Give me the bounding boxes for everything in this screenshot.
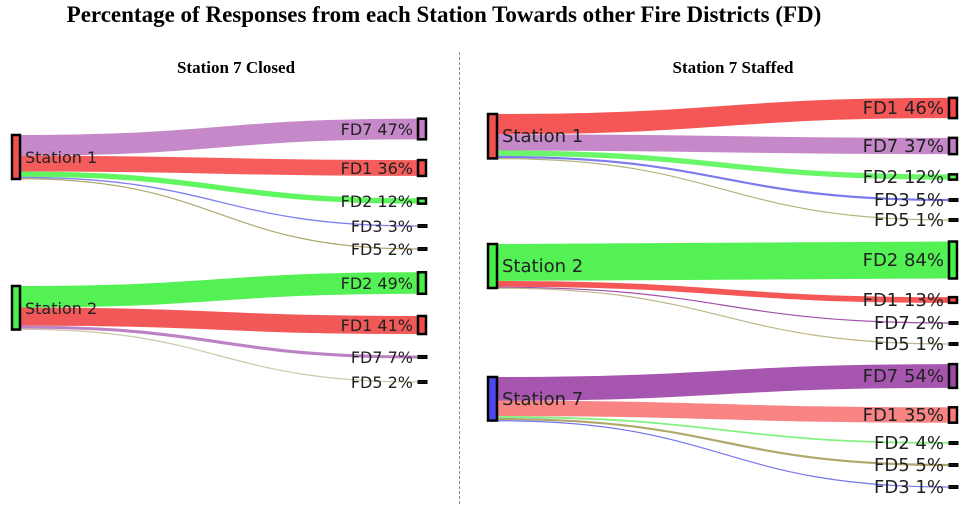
source-label-p0-station-2: Station 2 [25, 299, 97, 318]
link-p1-station-1-to-fd5 [496, 158, 950, 221]
node-label-p0-station-2-fd5: FD5 2% [351, 373, 413, 392]
node-p1-station-2-fd7 [948, 321, 959, 325]
link-p0-station-1-to-fd7 [19, 118, 419, 156]
source-label-p1-station-7: Station 7 [502, 389, 583, 410]
node-label-p1-station-7-fd5: FD5 5% [874, 455, 944, 476]
node-label-p1-station-1-fd2: FD2 12% [863, 167, 944, 188]
node-label-p1-station-7-fd2: FD2 4% [874, 433, 944, 454]
node-p1-station-1-fd3 [948, 198, 959, 202]
node-p1-station-7-fd2 [948, 441, 959, 445]
node-label-p1-station-1-fd3: FD3 5% [874, 190, 944, 211]
node-label-p1-station-2-fd1: FD1 13% [863, 290, 944, 311]
node-label-p1-station-1-fd7: FD7 37% [863, 136, 944, 157]
node-p1-station-2-fd2 [947, 240, 959, 280]
node-p0-station-1-fd3 [417, 224, 428, 228]
node-p1-station-1-fd5 [948, 218, 959, 222]
node-p0-station-1-fd1 [416, 158, 428, 178]
link-p1-station-1-to-fd3 [496, 155, 950, 202]
link-p1-station-7-to-fd7 [496, 364, 950, 401]
node-label-p1-station-1-fd5: FD5 1% [874, 210, 944, 231]
node-p1-station-1-fd7 [947, 136, 959, 156]
link-p1-station-7-to-fd2 [496, 416, 950, 444]
panel-title-closed: Station 7 Closed [176, 58, 296, 77]
source-node-p1-station-1 [486, 112, 499, 160]
node-label-p0-station-1-fd2: FD2 12% [341, 192, 413, 211]
node-label-p1-station-1-fd1: FD1 46% [863, 98, 944, 119]
node-label-p1-station-2-fd5: FD5 1% [874, 334, 944, 355]
node-p1-station-7-fd5 [948, 463, 959, 467]
node-p1-station-2-fd1 [947, 295, 959, 305]
link-p1-station-7-to-fd1 [496, 400, 950, 423]
source-node-p1-station-7 [486, 375, 499, 422]
node-p0-station-1-fd7 [416, 117, 428, 141]
link-p1-station-1-to-fd1 [496, 97, 950, 135]
source-node-p0-station-1 [10, 133, 22, 181]
node-label-p0-station-1-fd3: FD3 3% [351, 217, 413, 236]
link-p1-station-2-to-fd7 [496, 286, 950, 324]
link-p0-station-1-to-fd2 [19, 171, 419, 204]
node-label-p0-station-2-fd1: FD1 41% [341, 316, 413, 335]
node-p1-station-1-fd2 [947, 173, 959, 181]
link-p0-station-2-to-fd7 [19, 325, 419, 359]
source-node-p1-station-2 [486, 242, 499, 290]
panel-title-staffed: Station 7 Staffed [672, 58, 794, 77]
node-p1-station-7-fd3 [948, 485, 959, 489]
node-p1-station-2-fd5 [948, 342, 959, 346]
link-p1-station-2-to-fd2 [496, 241, 950, 281]
node-p0-station-2-fd7 [417, 354, 428, 360]
node-p0-station-2-fd2 [416, 270, 428, 296]
node-p1-station-7-fd1 [947, 406, 959, 424]
node-label-p0-station-1-fd5: FD5 2% [351, 240, 413, 259]
figure-title: Percentage of Responses from each Statio… [66, 2, 822, 27]
link-p1-station-1-to-fd2 [496, 150, 950, 180]
node-label-p0-station-1-fd7: FD7 47% [341, 120, 413, 139]
link-p1-station-7-to-fd3 [496, 420, 950, 488]
panel-divider [459, 52, 460, 504]
node-p0-station-1-fd2 [416, 197, 428, 205]
link-p1-station-2-to-fd1 [496, 280, 950, 303]
node-label-p1-station-7-fd1: FD1 35% [863, 405, 944, 426]
link-p0-station-2-to-fd1 [19, 307, 419, 335]
source-node-p0-station-2 [10, 284, 22, 331]
link-p0-station-1-to-fd3 [19, 176, 419, 227]
source-label-p1-station-2: Station 2 [502, 256, 583, 277]
node-label-p0-station-1-fd1: FD1 36% [341, 159, 413, 178]
node-label-p1-station-2-fd2: FD2 84% [863, 250, 944, 271]
node-label-p1-station-2-fd7: FD7 2% [874, 313, 944, 334]
node-label-p1-station-7-fd7: FD7 54% [863, 366, 944, 387]
link-p1-station-2-to-fd5 [496, 287, 950, 345]
link-p0-station-2-to-fd2 [19, 272, 419, 308]
link-p1-station-7-to-fd5 [496, 417, 950, 467]
link-p0-station-2-to-fd5 [19, 328, 419, 383]
node-p1-station-1-fd1 [947, 96, 959, 120]
node-p0-station-2-fd1 [416, 314, 428, 336]
source-label-p1-station-1: Station 1 [502, 126, 583, 147]
link-p0-station-1-to-fd5 [19, 178, 419, 250]
node-p0-station-2-fd5 [417, 380, 428, 384]
node-label-p0-station-2-fd7: FD7 7% [351, 348, 413, 367]
source-label-p0-station-1: Station 1 [25, 148, 97, 167]
node-label-p0-station-2-fd2: FD2 49% [341, 274, 413, 293]
node-label-p1-station-7-fd3: FD3 1% [874, 477, 944, 498]
link-p1-station-1-to-fd7 [496, 134, 950, 155]
link-p0-station-1-to-fd1 [19, 155, 419, 176]
node-p0-station-1-fd5 [417, 247, 428, 251]
node-p1-station-7-fd7 [947, 362, 959, 390]
